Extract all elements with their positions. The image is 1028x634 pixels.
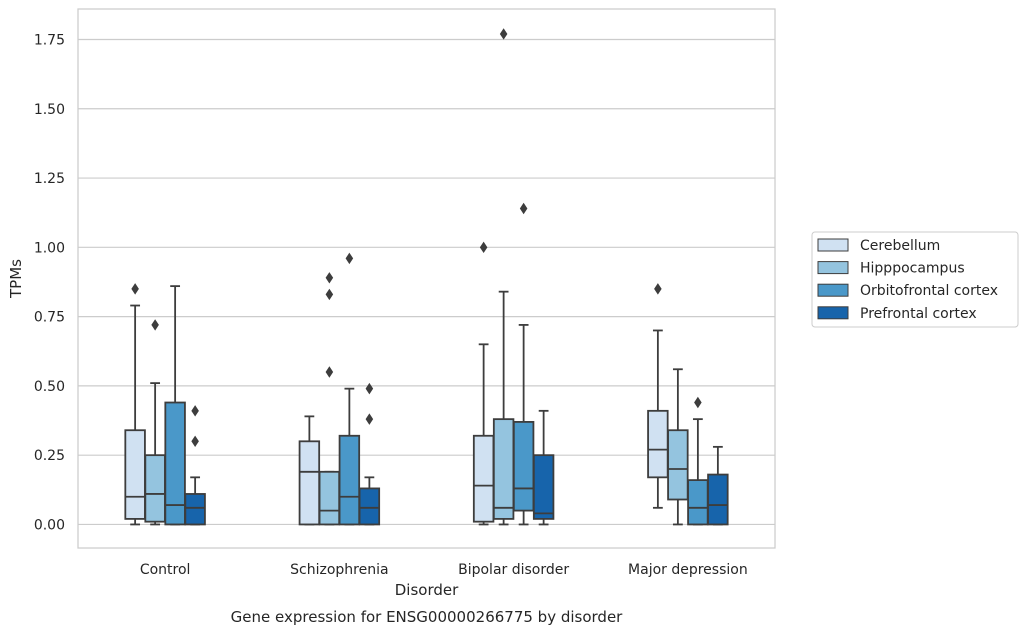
box-iqr (492, 418, 515, 520)
legend-label: Prefrontal cortex (860, 306, 977, 322)
outlier-point (325, 272, 334, 284)
y-tick-label: 0.50 (34, 379, 65, 395)
box-iqr (647, 409, 669, 479)
box-iqr (184, 493, 206, 526)
plot-frame (77, 8, 776, 549)
x-tick-label: Major depression (628, 562, 748, 578)
legend: Cerebellum Hipppocampus Orbitofrontal cort… (811, 231, 1019, 328)
legend-label: Cerebellum (860, 238, 940, 254)
box-prefrontal-cortex (184, 405, 206, 526)
outlier-point (499, 28, 508, 40)
box-prefrontal-cortex (358, 382, 381, 526)
legend-swatch (817, 261, 849, 275)
y-tick-label: 1.50 (34, 102, 65, 118)
box-prefrontal-cortex (707, 445, 729, 526)
box-orbitofrontal-cortex (687, 396, 709, 526)
box-iqr (687, 479, 709, 526)
box-iqr (338, 434, 361, 526)
x-tick-label: Bipolar disorder (458, 562, 569, 578)
x-tick-label: Control (140, 562, 191, 578)
outlier-point (519, 202, 528, 215)
box-hipppocampus (667, 368, 689, 526)
box-orbitofrontal-cortex (338, 252, 361, 526)
box-iqr (707, 473, 729, 526)
legend-label: Orbitofrontal cortex (860, 283, 998, 299)
box-hipppocampus (318, 272, 341, 526)
legend-swatch (817, 238, 849, 252)
outlier-point (325, 366, 334, 378)
box-orbitofrontal-cortex (512, 202, 535, 526)
box-iqr (298, 440, 321, 526)
legend-items: Cerebellum Hipppocampus Orbitofrontal cort… (817, 238, 998, 322)
box-series (124, 28, 729, 526)
legend-frame (811, 231, 1019, 328)
legend-swatch (817, 306, 849, 320)
y-tick-label: 1.25 (34, 171, 65, 187)
box-cerebellum (298, 415, 321, 526)
box-iqr (318, 470, 341, 526)
legend-label: Hipppocampus (860, 261, 965, 277)
y-tick-label: 1.00 (34, 240, 65, 256)
box-hipppocampus (492, 28, 515, 526)
y-axis-ticks: 0.00 0.25 0.50 0.75 1.00 1.25 1.50 1.75 (34, 32, 65, 533)
outlier-point (151, 319, 159, 331)
outlier-point (345, 252, 354, 265)
box-orbitofrontal-cortex (164, 285, 186, 526)
box-cerebellum (124, 283, 146, 526)
x-tick-label: Schizophrenia (290, 562, 388, 578)
y-axis-label: TPMs (7, 259, 25, 299)
chart-caption: Gene expression for ENSG00000266775 by d… (231, 608, 624, 626)
outlier-point (325, 288, 334, 301)
y-tick-label: 1.75 (34, 32, 65, 48)
box-iqr (667, 429, 689, 501)
x-axis-ticks: Control Schizophrenia Bipolar disorder Majo… (140, 562, 748, 578)
outlier-point (654, 283, 662, 295)
x-axis-label: Disorder (395, 581, 459, 599)
y-tick-label: 0.00 (34, 517, 65, 533)
outlier-point (191, 405, 199, 417)
box-iqr (532, 454, 555, 520)
legend-swatch (817, 283, 849, 297)
box-iqr (124, 429, 146, 520)
box-iqr (144, 454, 166, 523)
box-iqr (358, 487, 381, 526)
box-iqr (164, 401, 186, 526)
outlier-point (365, 413, 374, 425)
box-cerebellum (472, 241, 495, 526)
y-tick-label: 0.25 (34, 448, 65, 464)
outlier-point (191, 435, 199, 448)
grid-lines (78, 38, 775, 526)
box-cerebellum (647, 283, 669, 509)
box-prefrontal-cortex (532, 409, 555, 526)
box-hipppocampus (144, 319, 166, 526)
outlier-point (694, 396, 702, 409)
outlier-point (131, 283, 139, 295)
box-iqr (512, 421, 535, 512)
box-iqr (472, 434, 495, 523)
outlier-point (479, 241, 488, 254)
y-tick-label: 0.75 (34, 310, 65, 326)
outlier-point (365, 382, 374, 395)
